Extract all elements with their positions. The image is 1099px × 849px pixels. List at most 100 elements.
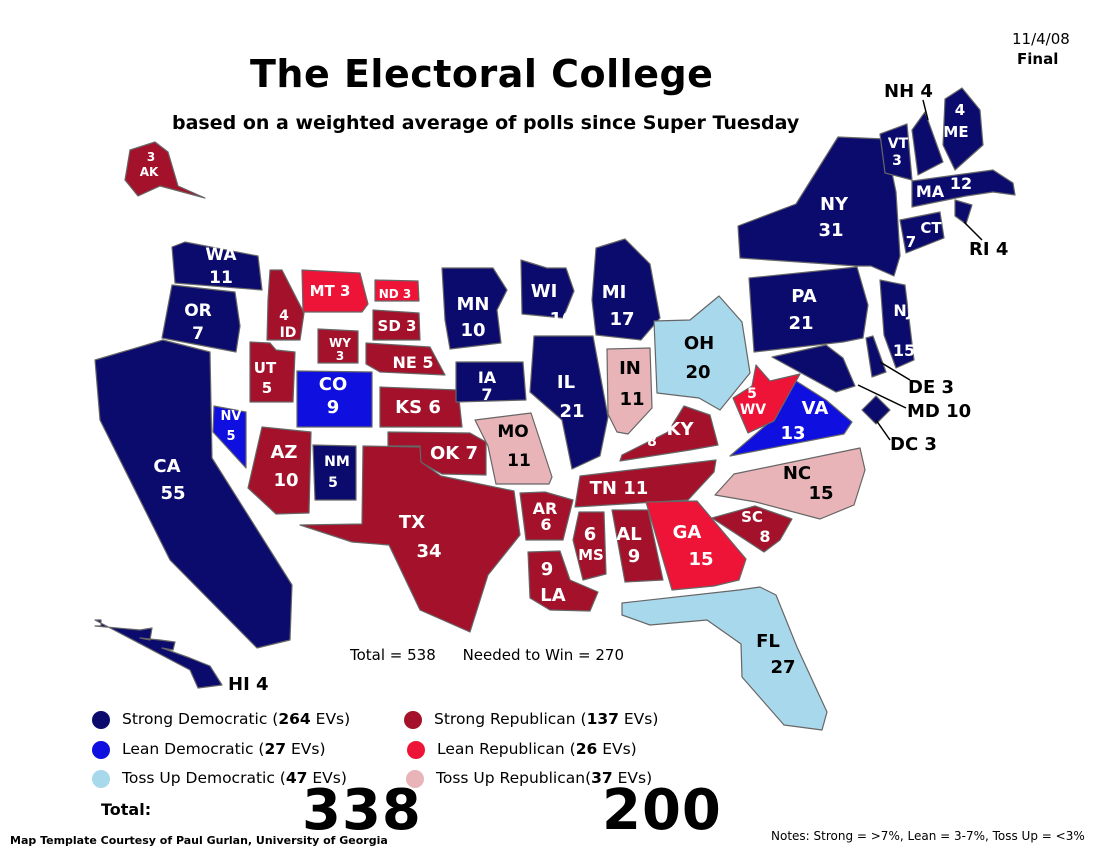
- state-nc: [714, 447, 866, 520]
- state-label-id: ID: [280, 325, 297, 341]
- leader-line-md: [857, 384, 907, 409]
- state-label-az: 10: [273, 470, 298, 491]
- state-ma: [911, 169, 1016, 208]
- state-label-mn: MN: [457, 294, 490, 315]
- state-sc: [711, 505, 793, 553]
- state-label-mo: 11: [507, 451, 531, 471]
- state-label-ca: CA: [153, 456, 180, 477]
- state-ne: [365, 342, 446, 376]
- state-label-fl: 27: [770, 657, 795, 678]
- state-sd: [372, 309, 421, 341]
- state-label-il: IL: [557, 372, 575, 393]
- state-wi: [520, 259, 575, 319]
- state-label-al: 9: [628, 546, 641, 567]
- state-in: [606, 347, 653, 435]
- state-ct: [899, 211, 945, 254]
- state-label-sc: 8: [759, 527, 770, 546]
- state-label-wa: WA: [205, 245, 237, 265]
- state-label-ut: 5: [262, 379, 272, 397]
- state-ny: [737, 136, 901, 277]
- legend-dot-tossup-dem: [92, 770, 110, 788]
- state-nj: [879, 279, 915, 369]
- state-label-la: LA: [540, 585, 565, 606]
- state-label-me: 4: [955, 101, 965, 119]
- state-id: [266, 269, 305, 341]
- rep-total: 200: [602, 778, 722, 843]
- state-label-wv: 5: [747, 386, 757, 402]
- state-oh: [653, 295, 751, 411]
- state-label-ne: NE 5: [392, 353, 433, 372]
- state-label-nh: NH 4: [884, 81, 933, 102]
- map-subtitle: based on a weighted average of polls sin…: [172, 112, 800, 134]
- state-label-ri: RI 4: [969, 239, 1008, 260]
- state-pa: [748, 266, 869, 353]
- state-label-la: 9: [541, 559, 554, 580]
- state-label-tx: TX: [399, 512, 425, 533]
- state-label-ct: CT: [920, 219, 942, 237]
- state-label-in: IN: [619, 358, 641, 379]
- legend-dot-tossup-rep: [406, 770, 424, 788]
- date-label: 11/4/08: [1012, 30, 1070, 48]
- state-ri: [954, 199, 973, 225]
- state-hi: [94, 619, 223, 689]
- state-md: [771, 344, 856, 393]
- state-label-fl: FL: [756, 631, 780, 652]
- state-al: [611, 509, 664, 583]
- leader-line-ri: [963, 221, 983, 241]
- state-ia: [455, 361, 527, 403]
- state-label-vt: 3: [892, 153, 902, 169]
- state-label-ny: 31: [818, 220, 843, 241]
- state-label-ia: IA: [478, 368, 497, 387]
- state-label-wv: WV: [740, 402, 766, 418]
- state-label-ky: 8: [647, 434, 657, 450]
- state-label-al: AL: [616, 524, 641, 545]
- state-label-me: ME: [943, 123, 968, 141]
- state-label-co: 9: [327, 397, 340, 418]
- state-wa: [171, 241, 263, 291]
- state-nd: [374, 279, 420, 302]
- state-label-oh: OH: [684, 333, 714, 354]
- state-mt: [301, 269, 369, 313]
- state-label-ok: OK 7: [430, 443, 478, 464]
- state-label-ms: 6: [584, 524, 597, 545]
- state-label-wa: 11: [209, 268, 233, 288]
- state-label-pa: PA: [791, 286, 817, 307]
- state-label-mo: MO: [497, 422, 528, 442]
- state-ut: [249, 341, 296, 403]
- state-ky: [619, 405, 719, 462]
- state-label-id: 4: [279, 308, 289, 324]
- state-label-sd: SD 3: [378, 317, 417, 335]
- state-nh: [911, 111, 944, 176]
- state-label-ma: MA: [916, 182, 945, 201]
- status-label: Final: [1017, 50, 1059, 68]
- state-label-sc: SC: [741, 508, 763, 526]
- state-az: [247, 426, 312, 515]
- legend-tossup-dem: Toss Up Democratic (47 EVs): [92, 769, 347, 788]
- legend-tossup-rep: Toss Up Republican(37 EVs): [406, 769, 652, 788]
- total-ev-text: Total = 538: [350, 646, 436, 664]
- legend-lean-dem: Lean Democratic (27 EVs): [92, 740, 326, 759]
- state-label-ms: MS: [578, 546, 604, 564]
- state-label-pa: 21: [788, 313, 813, 334]
- state-de: [865, 335, 887, 378]
- state-label-ia: 7: [481, 385, 492, 404]
- state-fl: [621, 586, 828, 731]
- legend-strong-rep: Strong Republican (137 EVs): [404, 710, 658, 729]
- state-label-vt: VT: [888, 136, 909, 152]
- state-label-nm: 5: [328, 475, 338, 491]
- state-label-nc: 15: [808, 483, 833, 504]
- state-label-ny: NY: [820, 194, 849, 215]
- state-ar: [519, 491, 574, 541]
- state-dc: [861, 395, 891, 425]
- state-label-nj: NJ: [893, 301, 912, 320]
- state-label-ga: 15: [688, 549, 713, 570]
- state-label-de: DE 3: [908, 377, 954, 398]
- state-label-or: OR: [184, 301, 212, 321]
- state-nm: [312, 444, 357, 501]
- state-label-wy: WY: [329, 336, 351, 350]
- state-label-co: CO: [319, 374, 348, 395]
- state-label-mi: MI: [602, 282, 627, 303]
- state-label-nv: NV: [221, 409, 242, 424]
- state-me: [942, 87, 984, 171]
